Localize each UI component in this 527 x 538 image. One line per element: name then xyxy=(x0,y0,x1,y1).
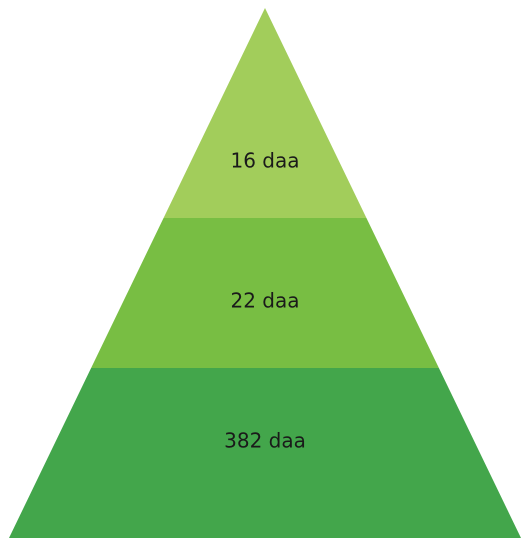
tier-label: 16 daa xyxy=(230,149,299,173)
pyramid-tier xyxy=(91,218,439,368)
pyramid-tier xyxy=(9,368,521,538)
tier-label: 22 daa xyxy=(230,289,299,313)
tier-label: 382 daa xyxy=(224,429,306,453)
pyramid-tier xyxy=(163,8,367,218)
